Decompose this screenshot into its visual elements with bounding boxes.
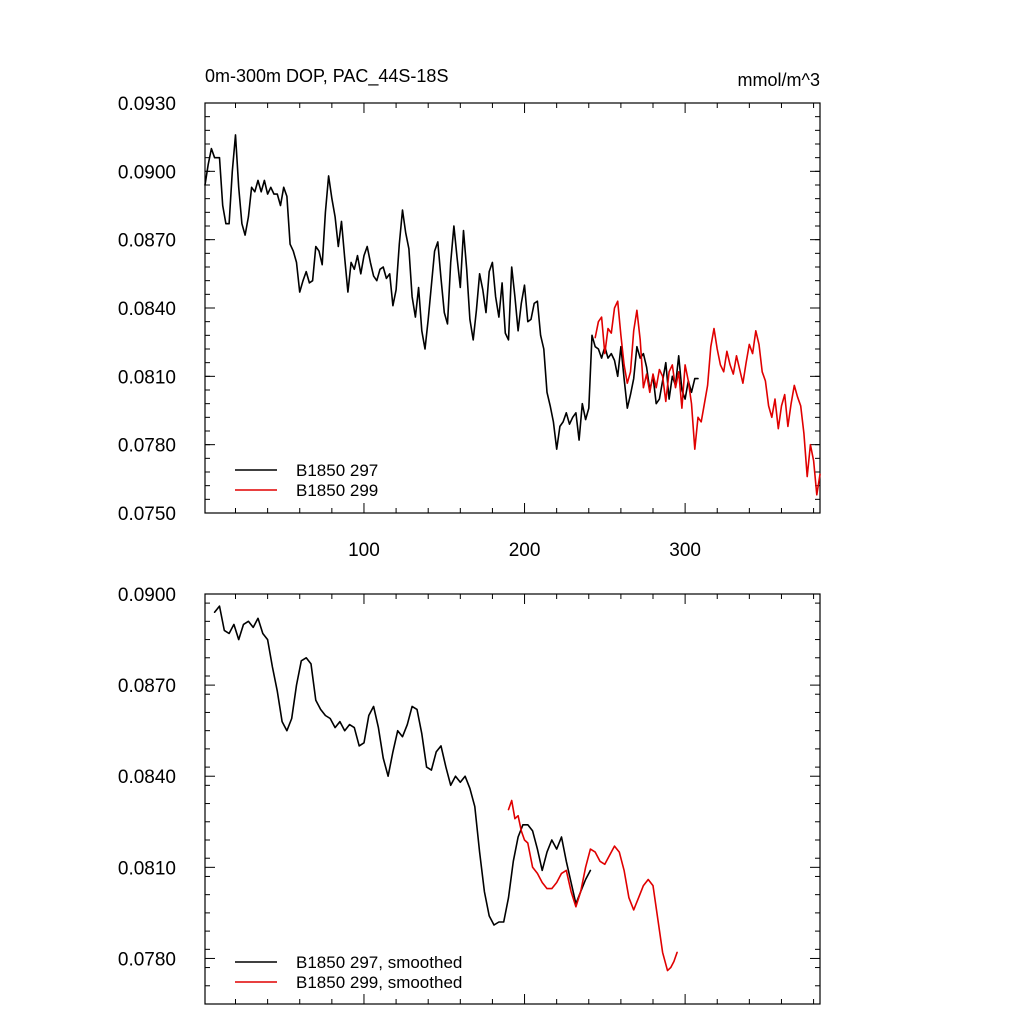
y-tick-label: 0.0810: [118, 367, 176, 388]
y-tick-label: 0.0900: [118, 585, 176, 606]
series-line-2: [594, 300, 821, 496]
x-tick-label: 300: [669, 540, 701, 561]
y-tick-label: 0.0840: [118, 299, 176, 320]
units-label: mmol/m^3: [738, 70, 820, 90]
bottom-plot-series: [213, 605, 678, 972]
top-plot-frame: [204, 102, 821, 514]
bottom-plot-frame: [204, 593, 821, 1005]
top-plot-series: [204, 134, 821, 496]
y-tick-label: 0.0840: [118, 767, 176, 788]
bottom-y-axis: 0.0780 0.0810 0.0840 0.0870 0.0900: [118, 585, 820, 1005]
y-tick-label: 0.0780: [118, 436, 176, 457]
y-tick-label: 0.0780: [118, 949, 176, 970]
legend-label: B1850 299, smoothed: [296, 973, 462, 992]
legend-label: B1850 297: [296, 461, 378, 480]
top-x-axis: 100 200 300: [235, 103, 815, 561]
y-tick-label: 0.0900: [118, 162, 176, 183]
bottom-x-axis: [235, 594, 815, 1004]
y-tick-label: 0.0930: [118, 94, 176, 115]
series-line-2: [507, 799, 678, 972]
x-tick-label: 200: [509, 540, 541, 561]
y-tick-label: 0.0810: [118, 858, 176, 879]
series-line-1: [213, 605, 592, 926]
legend-label: B1850 299: [296, 481, 378, 500]
y-tick-label: 0.0870: [118, 231, 176, 252]
top-y-axis: 0.0750 0.0780 0.0810 0.0840 0.0870 0.0900 0.09…: [118, 94, 820, 525]
legend-label: B1850 297, smoothed: [296, 953, 462, 972]
x-tick-label: 100: [348, 540, 380, 561]
series-line-1: [204, 134, 699, 451]
y-tick-label: 0.0750: [118, 504, 176, 525]
y-tick-label: 0.0870: [118, 676, 176, 697]
chart-title: 0m-300m DOP, PAC_44S-18S: [205, 66, 448, 87]
